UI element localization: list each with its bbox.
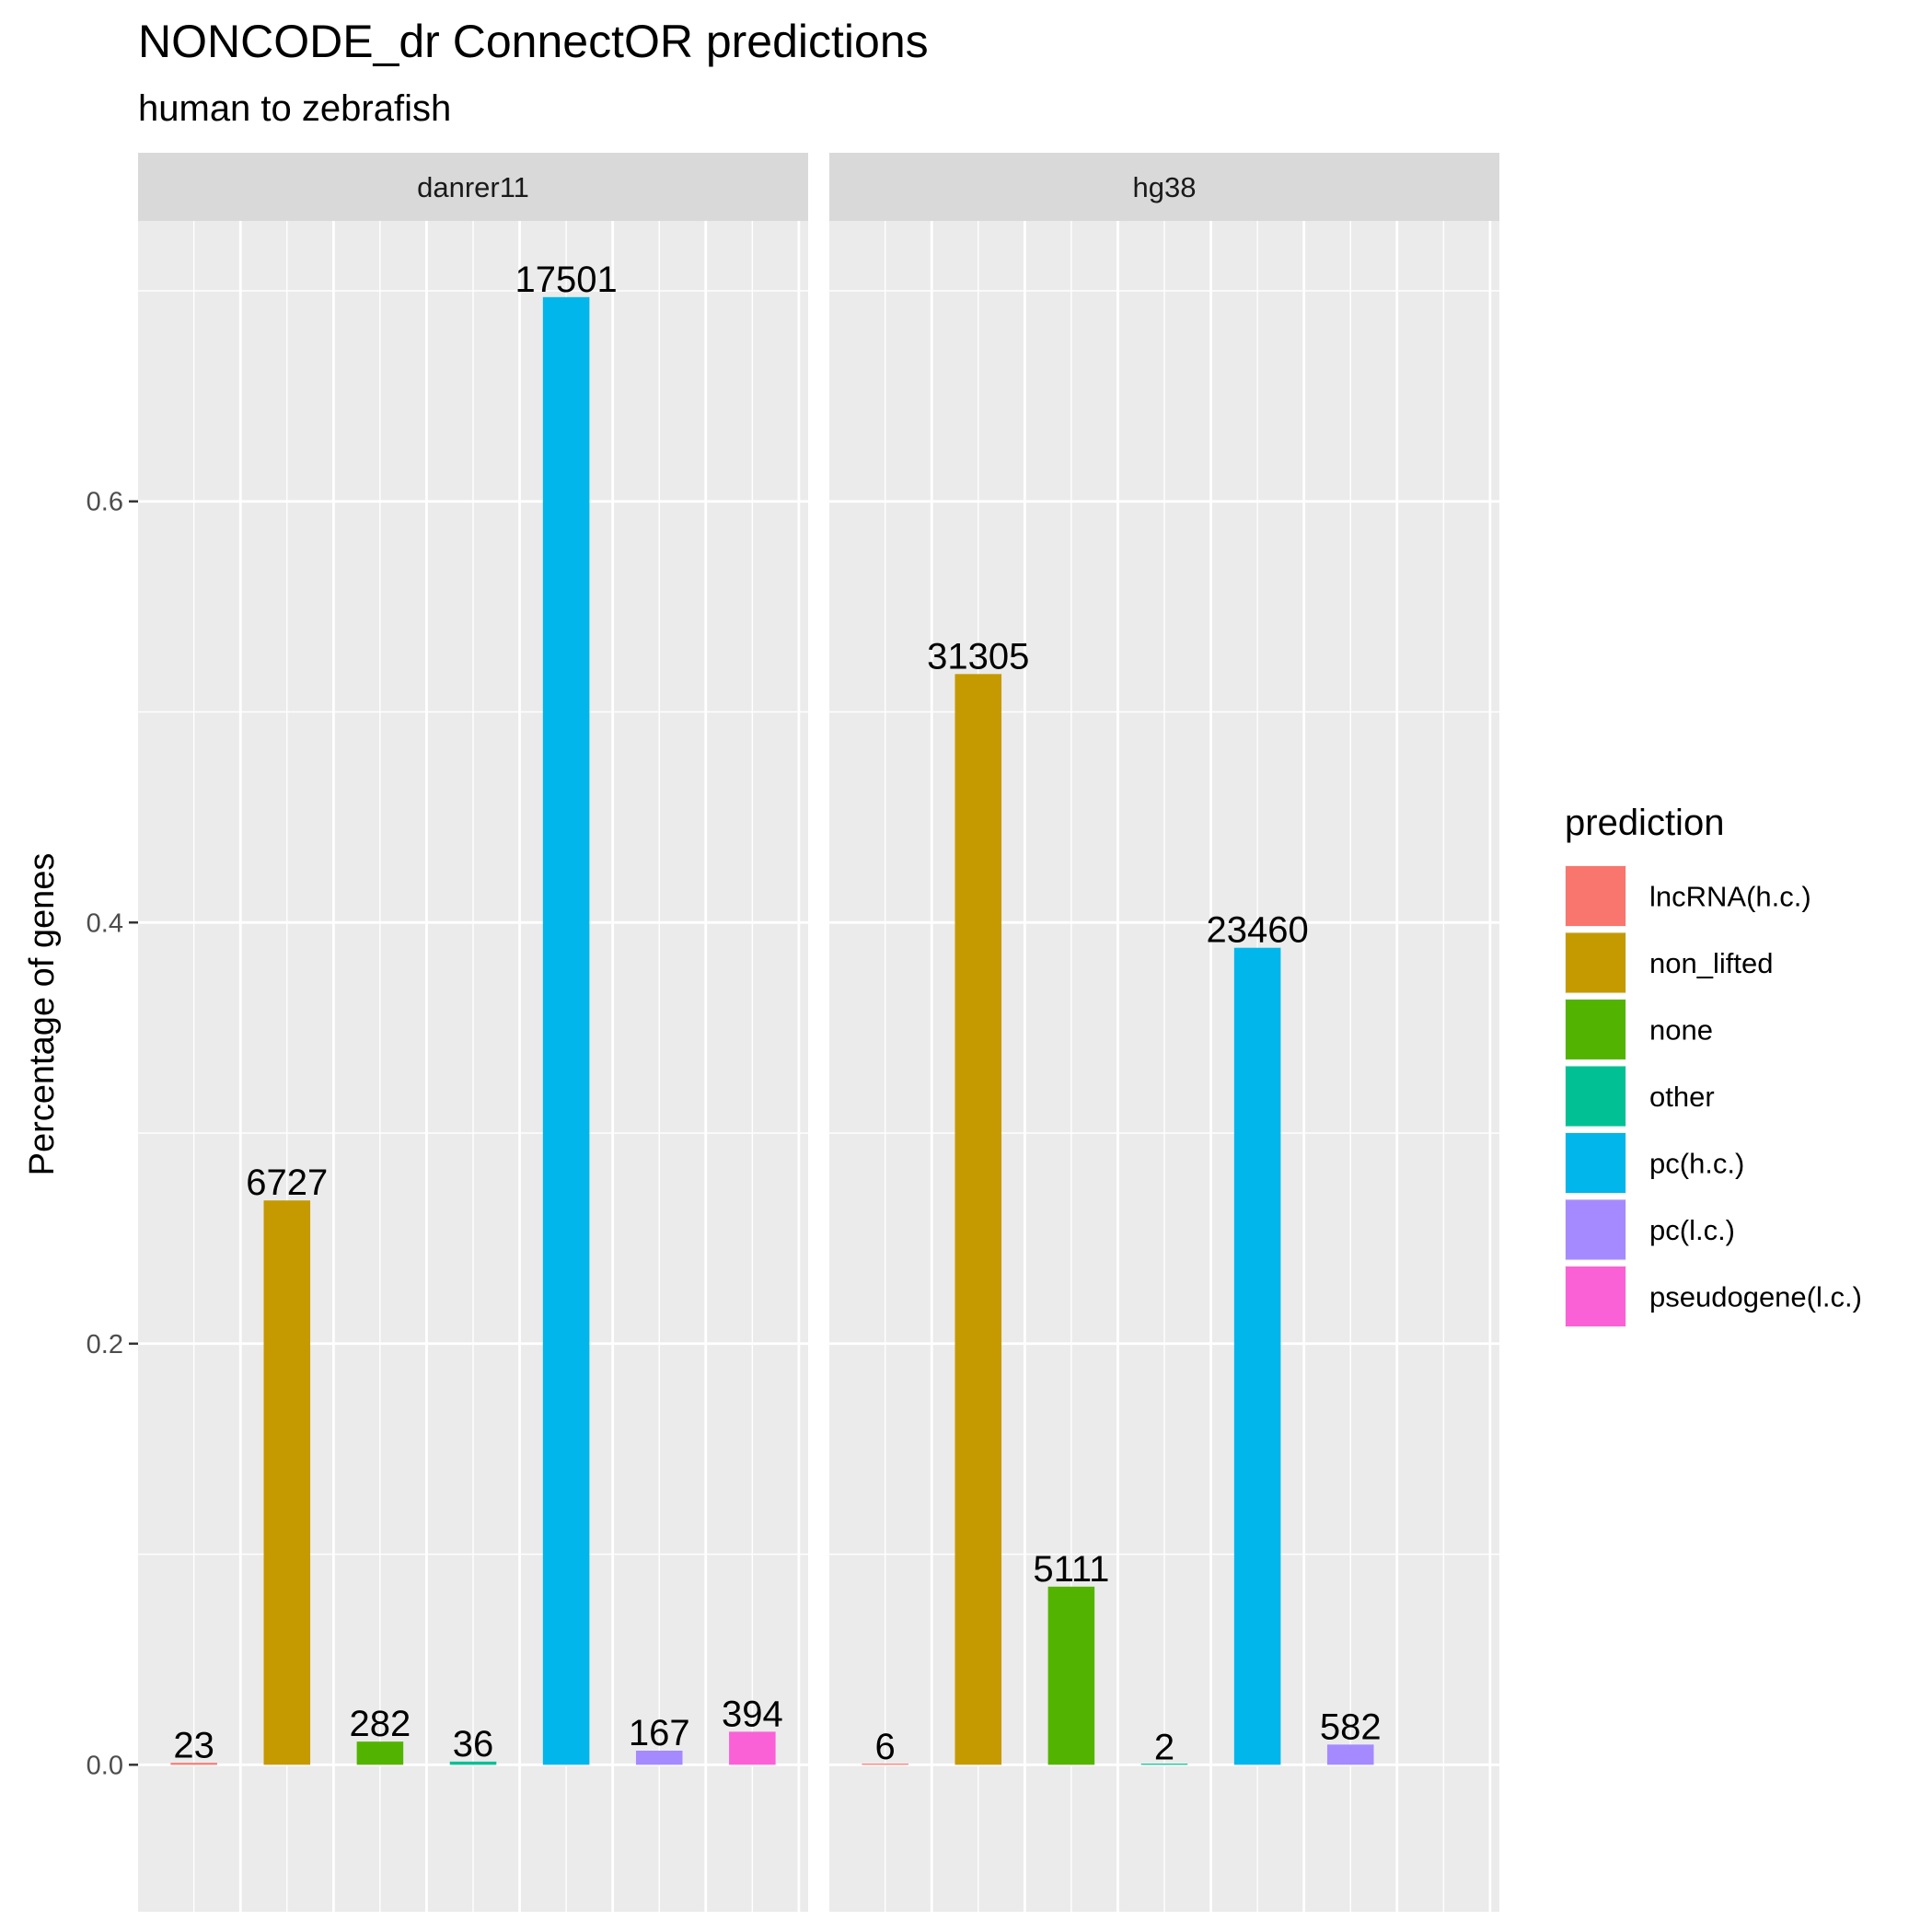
y-axis-label: Percentage of genes [23,853,62,1176]
bar-danrer11-pc(h.c.) [542,296,590,1765]
data-label: 2 [1154,1727,1174,1767]
facet-strip-label: danrer11 [417,171,529,203]
bar-hg38-none [1047,1586,1095,1765]
bar-hg38-non_lifted [954,674,1002,1765]
y-tick-label: 0.2 [87,1330,123,1359]
data-label: 582 [1320,1706,1382,1747]
data-label: 6 [875,1727,896,1767]
data-label: 36 [453,1724,494,1764]
facet-strip-label: hg38 [1133,171,1197,203]
data-label: 17501 [515,260,617,300]
data-label: 6727 [246,1163,328,1203]
bar-danrer11-non_lifted [263,1200,311,1765]
y-tick-label: 0.6 [87,488,123,517]
legend-title: prediction [1565,803,1724,843]
legend-label: lncRNA(h.c.) [1649,881,1811,913]
data-label: 5111 [1033,1549,1109,1590]
legend-label: other [1649,1081,1715,1113]
facet-strip [829,153,1499,221]
bar-hg38-pc(h.c.) [1233,947,1281,1765]
legend-swatch [1566,1000,1625,1059]
bar-danrer11-pc(l.c.) [635,1750,683,1765]
legend-swatch [1566,866,1625,926]
data-label: 31305 [927,636,1029,677]
data-label: 394 [722,1694,783,1734]
y-tick-label: 0.4 [87,908,123,938]
legend-swatch [1566,1066,1625,1127]
bar-danrer11-other [449,1761,497,1765]
chart-title: NONCODE_dr ConnectOR predictions [138,16,929,67]
legend-label: none [1649,1014,1713,1047]
y-axis: 0.0 0.2 0.4 0.6 [87,488,138,1780]
data-label: 282 [350,1704,411,1744]
legend-label: pc(l.c.) [1649,1214,1735,1246]
facet-panels: danrer11 23 6727 282 36 17501 167 394 hg38 6 31305… [138,153,1499,1912]
panel-hg38: hg38 6 31305 5111 2 23460 582 [829,153,1499,1912]
legend-swatch [1566,1267,1625,1326]
chart-subtitle: human to zebrafish [138,88,451,129]
legend-swatch [1566,932,1625,993]
legend-label: non_lifted [1649,947,1773,979]
bar-danrer11-none [356,1741,404,1765]
legend-label: pseudogene(l.c.) [1649,1281,1862,1313]
bar-danrer11-pseudogene(l.c.) [729,1731,776,1765]
y-tick-label: 0.0 [87,1751,123,1780]
data-label: 23 [173,1725,214,1765]
legend-label: pc(h.c.) [1649,1148,1744,1180]
bar-hg38-pc(l.c.) [1326,1744,1374,1765]
bar-danrer11-lncRNA(h.c.) [170,1763,217,1765]
legend-swatch [1566,1133,1625,1193]
data-label: 167 [629,1713,690,1753]
data-label: 23460 [1206,910,1308,951]
panel-danrer11: danrer11 23 6727 282 36 17501 167 394 [138,153,808,1912]
legend-swatch [1566,1199,1625,1260]
facet-strip [138,153,808,221]
